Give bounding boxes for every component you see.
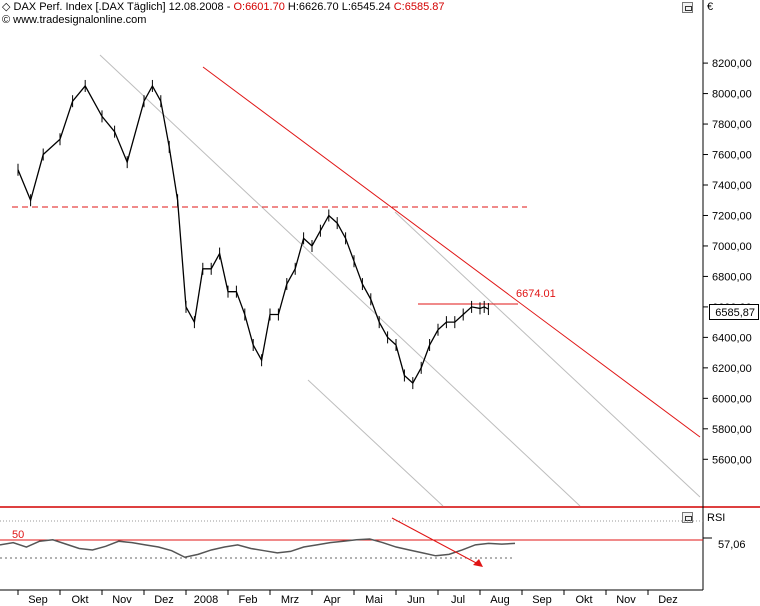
time-axis-label: Jul — [451, 594, 465, 606]
maximize-icon[interactable] — [682, 2, 693, 13]
low-value: L:6545.24 — [341, 1, 391, 13]
price-axis-label: 6000,00 — [712, 393, 752, 405]
time-axis-label: Dez — [658, 594, 678, 606]
time-axis-label: Okt — [71, 594, 88, 606]
source-url: www.tradesignalonline.com — [13, 14, 147, 26]
currency-label: € — [707, 1, 714, 13]
time-axis-label: 2008 — [194, 594, 218, 606]
time-axis-label: Aug — [490, 594, 510, 606]
price-axis-label: 6800,00 — [712, 271, 752, 283]
last-price-tag: 6585,87 — [709, 304, 759, 320]
time-axis-label: Feb — [239, 594, 258, 606]
time-axis-label: Sep — [532, 594, 552, 606]
time-axis-label: Nov — [616, 594, 636, 606]
rsi-divergence-line — [391, 517, 481, 566]
rsi-value-label: 57,06 — [718, 539, 746, 551]
source-line: © www.tradesignalonline.com — [2, 14, 146, 26]
close-value: C:6585.87 — [393, 1, 445, 13]
time-axis-label: Dez — [154, 594, 174, 606]
price-axis-label: 8000,00 — [712, 89, 752, 101]
price-axis-label: 7200,00 — [712, 210, 752, 222]
price-axis: 5600,005800,006000,006200,006400,006600,… — [703, 58, 752, 466]
price-axis-label: 7600,00 — [712, 150, 752, 162]
channel-line-mid — [394, 211, 701, 498]
price-axis-label: 5800,00 — [712, 424, 752, 436]
time-axis-label: Sep — [28, 594, 48, 606]
copyright-icon: © — [2, 14, 11, 26]
price-axis-label: 6200,00 — [712, 363, 752, 375]
time-axis-label: Okt — [575, 594, 592, 606]
price-axis-label: 7800,00 — [712, 119, 752, 131]
time-axis-label: Nov — [112, 594, 132, 606]
chart-header: ◇ DAX Perf. Index [.DAX Täglich] 12.08.2… — [2, 0, 444, 13]
channel-line-lower — [307, 379, 444, 507]
time-axis-label: Apr — [323, 594, 340, 606]
rsi-maximize-icon[interactable] — [682, 512, 693, 523]
resistance-label: 6674.01 — [516, 288, 556, 300]
open-value: O:6601.70 — [233, 1, 285, 13]
price-series — [17, 84, 489, 385]
time-axis-label: Mai — [365, 594, 383, 606]
rsi-series — [0, 538, 516, 559]
price-axis-label: 7000,00 — [712, 241, 752, 253]
price-axis-label: 5600,00 — [712, 454, 752, 466]
rsi-50-label: 50 — [12, 529, 24, 541]
rsi-divergence-arrow — [473, 559, 483, 567]
time-axis-label: Jun — [407, 594, 425, 606]
time-axis-label: Mrz — [281, 594, 299, 606]
price-axis-label: 8200,00 — [712, 58, 752, 70]
main-downtrend-line — [202, 66, 701, 438]
symbol-title: DAX Perf. Index [.DAX Täglich] 12.08.200… — [13, 1, 234, 13]
high-value: H:6626.70 — [287, 1, 339, 13]
price-axis-label: 7400,00 — [712, 180, 752, 192]
channel-line-upper — [99, 54, 581, 507]
rsi-title: RSI — [707, 512, 726, 524]
time-axis: Sep Okt Nov Dez 2008 Feb Mrz Apr Mai Jun Jul Aug Sep… — [17, 590, 678, 606]
chart-menu-icon[interactable]: ◇ — [2, 1, 11, 13]
price-axis-label: 6400,00 — [712, 332, 752, 344]
